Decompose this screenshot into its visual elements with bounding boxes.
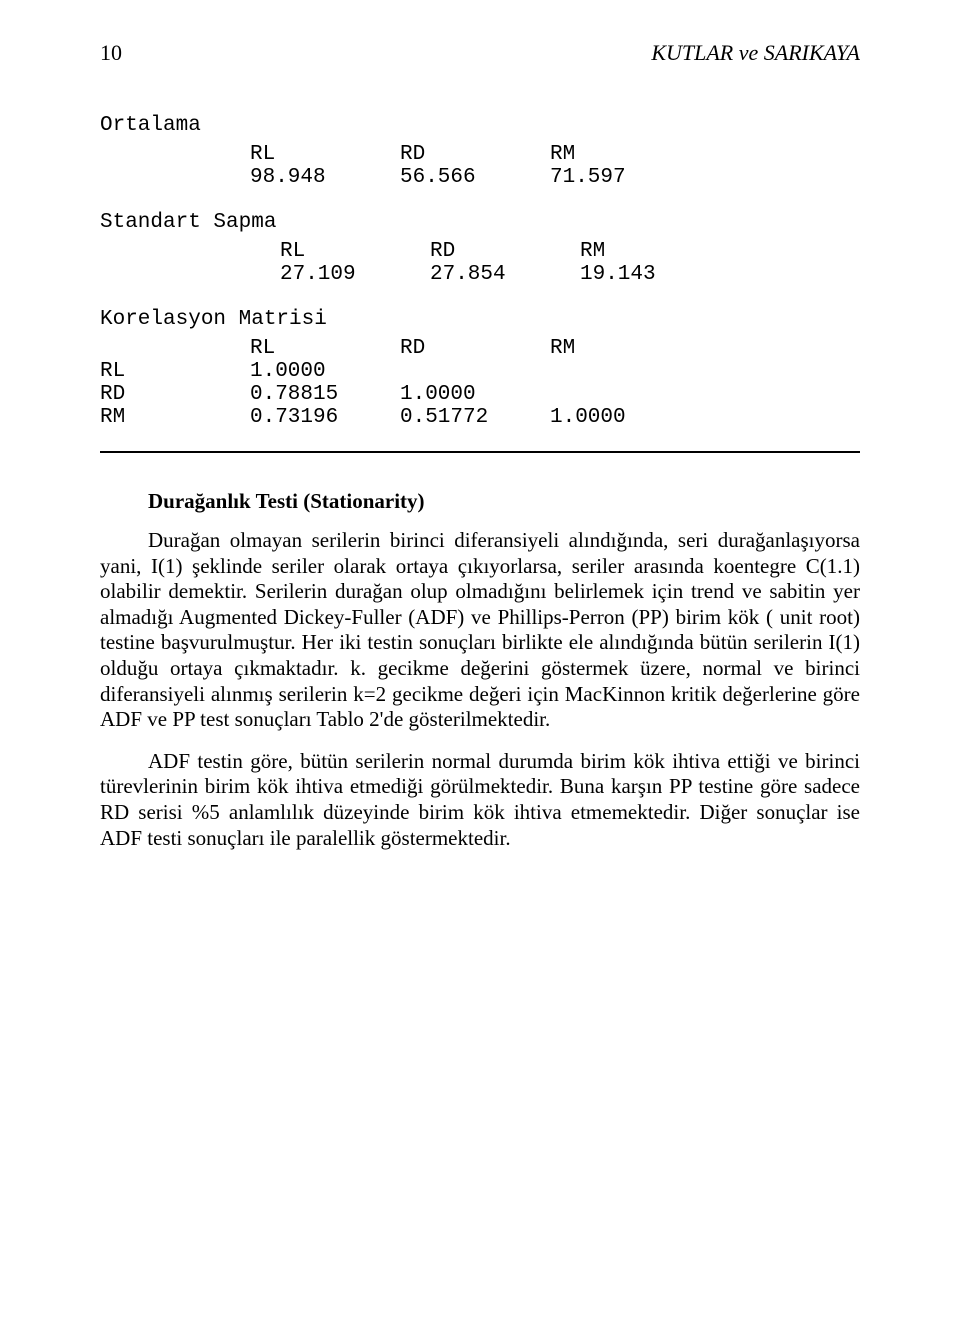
corr-rl-rm [550, 360, 700, 383]
corr-rl-rl: 1.0000 [170, 360, 400, 383]
corr-row-rm: RM 0.73196 0.51772 1.0000 [100, 406, 860, 429]
std-val-rm: 19.143 [580, 263, 730, 286]
corr-rowlabel-rl: RL [100, 360, 170, 383]
std-col-rd: RD [430, 240, 580, 263]
mean-val-rd: 56.566 [400, 166, 550, 189]
page: 10 KUTLAR ve SARIKAYA Ortalama RL RD RM … [0, 0, 960, 1341]
corr-rd-rl: 0.78815 [170, 383, 400, 406]
mean-val-rm: 71.597 [550, 166, 700, 189]
paragraph-2: ADF testin göre, bütün serilerin normal … [100, 749, 860, 851]
mean-col-rl: RL [250, 143, 400, 166]
corr-block: Korelasyon Matrisi RL RD RM RL 1.0000 RD… [100, 308, 860, 429]
mean-label: Ortalama [100, 114, 860, 137]
corr-rl-rd [400, 360, 550, 383]
corr-header-row: RL RD RM [100, 337, 860, 360]
corr-rowlabel-rd: RD [100, 383, 170, 406]
corr-rowlabel-rm: RM [100, 406, 170, 429]
mean-val-rl: 98.948 [250, 166, 400, 189]
std-block: Standart Sapma RL RD RM 27.109 27.854 19… [100, 211, 860, 286]
corr-rd-rm [550, 383, 700, 406]
corr-row-rl: RL 1.0000 [100, 360, 860, 383]
std-value-row: 27.109 27.854 19.143 [100, 263, 860, 286]
corr-label: Korelasyon Matrisi [100, 308, 860, 331]
mean-value-row: 98.948 56.566 71.597 [100, 166, 860, 189]
std-val-rl: 27.109 [280, 263, 430, 286]
mean-col-rm: RM [550, 143, 700, 166]
corr-spacer [100, 337, 170, 360]
mean-col-rd: RD [400, 143, 550, 166]
corr-col-rm: RM [550, 337, 700, 360]
std-col-rm: RM [580, 240, 730, 263]
corr-rd-rd: 1.0000 [400, 383, 550, 406]
corr-rm-rd: 0.51772 [400, 406, 550, 429]
corr-col-rd: RD [400, 337, 550, 360]
std-label: Standart Sapma [100, 211, 860, 234]
running-header: 10 KUTLAR ve SARIKAYA [100, 40, 860, 66]
std-col-rl: RL [280, 240, 430, 263]
corr-col-rl: RL [170, 337, 400, 360]
corr-row-rd: RD 0.78815 1.0000 [100, 383, 860, 406]
paragraph-1: Durağan olmayan serilerin birinci difera… [100, 528, 860, 733]
horizontal-rule [100, 451, 860, 453]
corr-rm-rm: 1.0000 [550, 406, 700, 429]
corr-rm-rl: 0.73196 [170, 406, 400, 429]
running-title: KUTLAR ve SARIKAYA [651, 40, 860, 66]
std-val-rd: 27.854 [430, 263, 580, 286]
std-header-row: RL RD RM [100, 240, 860, 263]
mean-block: Ortalama RL RD RM 98.948 56.566 71.597 [100, 114, 860, 189]
page-number: 10 [100, 40, 122, 66]
section-heading: Durağanlık Testi (Stationarity) [148, 489, 860, 514]
mean-header-row: RL RD RM [100, 143, 860, 166]
